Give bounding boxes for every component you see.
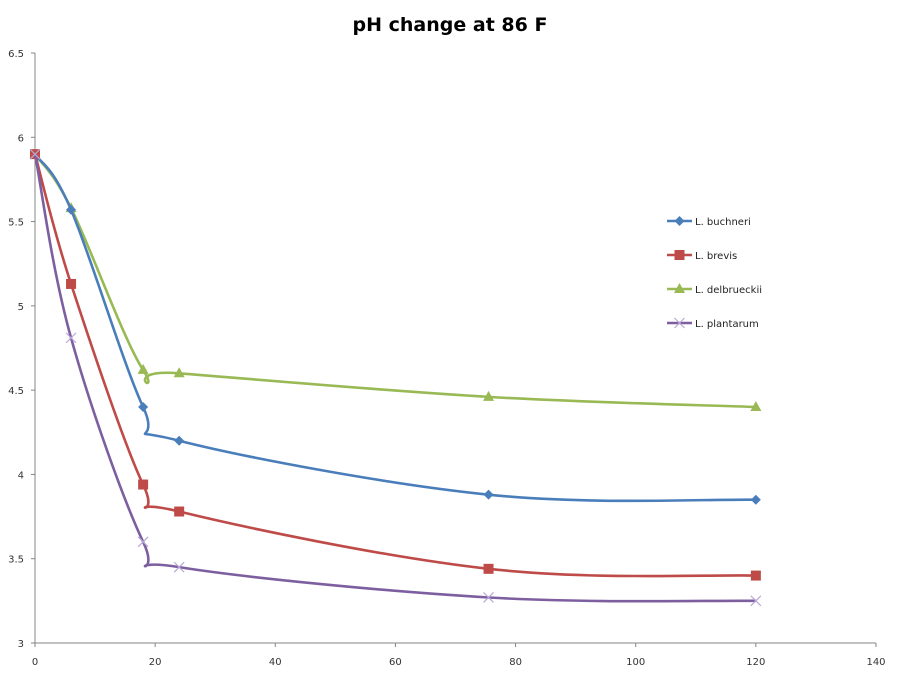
x-tick-label: 60 bbox=[389, 657, 402, 668]
legend-item: L. brevis bbox=[667, 250, 737, 262]
legend-label: L. plantarum bbox=[695, 319, 759, 330]
y-tick-label: 4.5 bbox=[8, 386, 24, 397]
y-tick-label: 3 bbox=[18, 639, 24, 650]
x-tick-label: 80 bbox=[509, 657, 522, 668]
series-l-plantarum bbox=[29, 148, 762, 607]
y-tick-label: 6 bbox=[18, 133, 24, 144]
y-tick-label: 5.5 bbox=[8, 218, 24, 229]
y-tick-label: 6.5 bbox=[8, 49, 24, 60]
x-tick-label: 120 bbox=[746, 657, 765, 668]
x-tick-label: 40 bbox=[269, 657, 282, 668]
y-tick-label: 3.5 bbox=[8, 555, 24, 566]
legend-label: L. buchneri bbox=[695, 217, 751, 228]
chart-title: pH change at 86 F bbox=[352, 14, 548, 36]
x-tick-label: 140 bbox=[866, 657, 885, 668]
legend-item: L. delbrueckii bbox=[667, 283, 762, 296]
axes: 3 3.5 4 4.5 5 5.5 6 6.5 0 20 40 60 80 100 120 140 bbox=[8, 49, 885, 668]
plot-area bbox=[29, 148, 762, 607]
legend-item: L. plantarum bbox=[667, 317, 759, 330]
y-tick-label: 5 bbox=[18, 302, 24, 313]
x-tick-label: 20 bbox=[149, 657, 162, 668]
x-tick-label: 0 bbox=[32, 657, 38, 668]
x-tick-label: 100 bbox=[626, 657, 645, 668]
series-l-delbrueckii bbox=[29, 148, 762, 411]
legend-label: L. brevis bbox=[695, 251, 737, 262]
series-l-buchneri bbox=[30, 149, 761, 505]
y-tick-label: 4 bbox=[18, 470, 24, 481]
legend: L. buchneri L. brevis L. delbrueckii L. pla… bbox=[667, 216, 762, 330]
legend-label: L. delbrueckii bbox=[695, 285, 762, 296]
legend-item: L. buchneri bbox=[667, 216, 751, 228]
